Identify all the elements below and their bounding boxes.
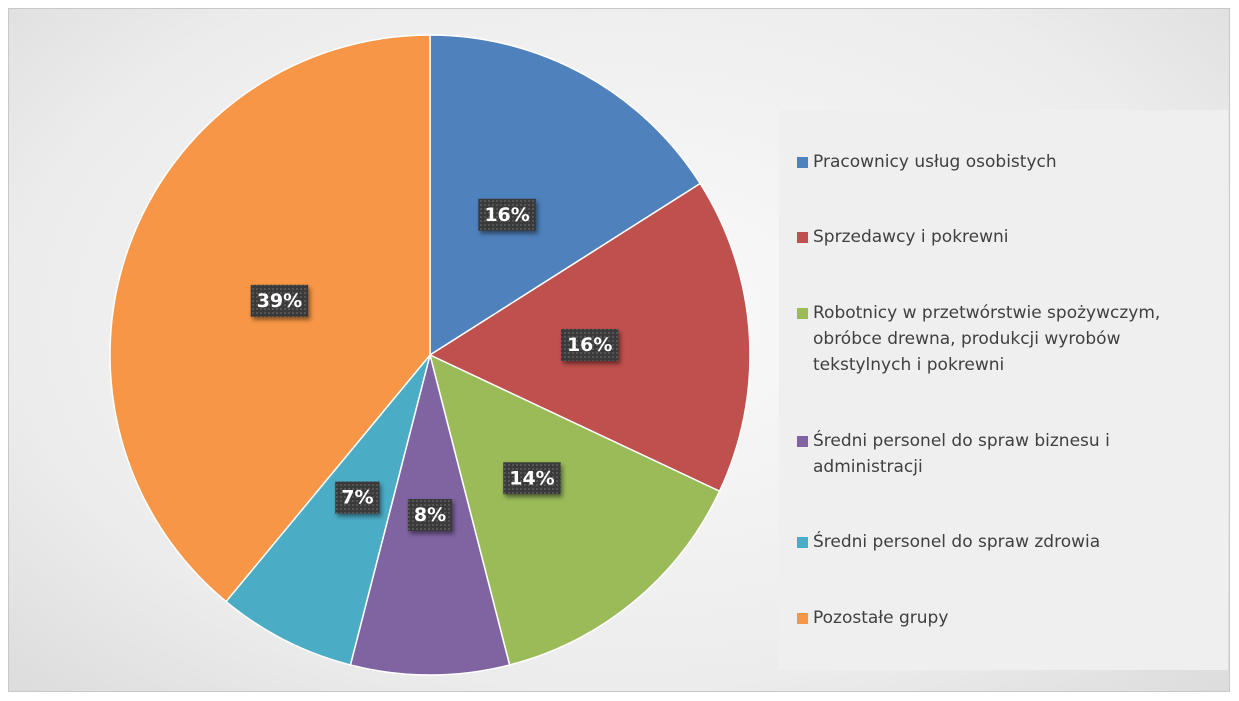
legend-label: Średni personel do spraw biznesu i admin… xyxy=(813,430,1110,477)
data-label: 8% xyxy=(414,504,446,526)
legend-swatch xyxy=(797,232,808,244)
legend-entry: Pracownicy usług osobistych xyxy=(797,149,1212,175)
legend-label: Robotnicy w przetwórstwie spożywczym, ob… xyxy=(813,303,1161,376)
legend-entry: Średni personel do spraw biznesu i admin… xyxy=(797,428,1212,480)
data-label: 16% xyxy=(567,334,612,356)
legend-swatch xyxy=(797,537,808,549)
legend-label: Średni personel do spraw zdrowia xyxy=(813,532,1101,553)
legend-entry: Pozostałe grupy xyxy=(797,605,1212,631)
legend-entry: Średni personel do spraw zdrowia xyxy=(797,529,1212,555)
legend-swatch xyxy=(797,156,808,168)
data-label-box xyxy=(250,284,309,317)
pie-slice xyxy=(109,34,431,603)
data-label-box xyxy=(478,198,536,231)
data-label-box xyxy=(335,481,380,514)
legend-label: Pracownicy usług osobistych xyxy=(813,151,1057,172)
legend-label: Sprzedawcy i pokrewni xyxy=(813,227,1009,248)
legend-entry: Sprzedawcy i pokrewni xyxy=(797,224,1212,250)
legend-label: Pozostałe grupy xyxy=(813,608,949,629)
legend: Pracownicy usług osobistych Sprzedawcy i … xyxy=(779,110,1228,670)
legend-entry: Robotnicy w przetwórstwie spożywczym, ob… xyxy=(797,300,1212,378)
pie-slice xyxy=(224,354,431,666)
pie-slice xyxy=(429,34,702,357)
legend-swatch xyxy=(797,435,808,447)
data-label-box xyxy=(503,462,561,495)
legend-swatch xyxy=(797,308,808,320)
legend-swatch xyxy=(797,613,808,625)
pie-slice xyxy=(428,353,721,666)
data-label: 14% xyxy=(509,467,554,489)
data-label-box xyxy=(407,499,453,531)
data-label-box xyxy=(560,328,619,361)
data-label: 7% xyxy=(341,487,373,509)
data-label: 16% xyxy=(484,204,529,226)
data-label: 39% xyxy=(257,290,302,312)
